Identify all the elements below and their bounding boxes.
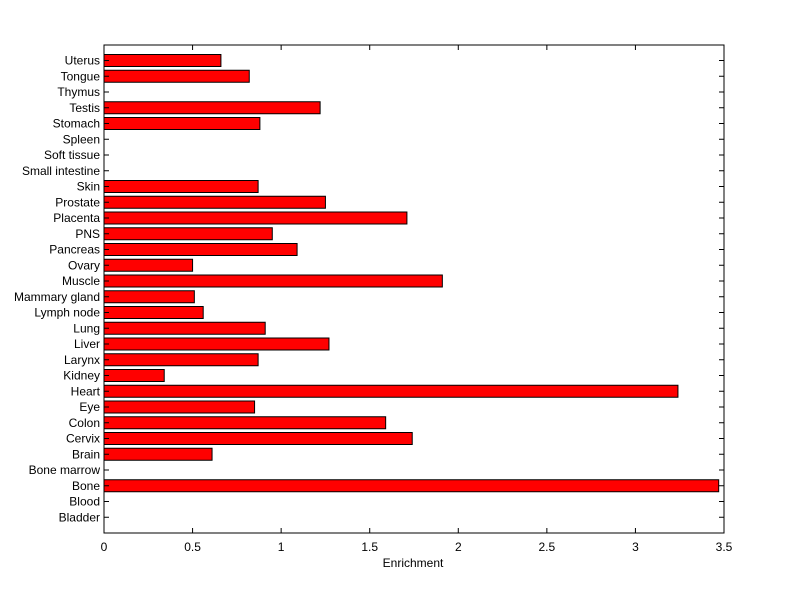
y-tick-label: Bone marrow: [29, 463, 101, 477]
bar: [103, 447, 213, 461]
y-tick-label: Eye: [79, 400, 100, 414]
y-tick-label: Lung: [73, 321, 100, 335]
bar: [103, 384, 679, 398]
bar: [103, 479, 720, 493]
y-tick-label: Pancreas: [49, 243, 100, 257]
y-tick-label: Colon: [69, 416, 100, 430]
bar: [103, 227, 273, 241]
x-tick-label: 3: [632, 540, 639, 554]
bar: [103, 306, 204, 319]
bar: [103, 369, 165, 382]
y-tick-label: Small intestine: [22, 164, 100, 178]
y-tick-label: Brain: [72, 447, 100, 461]
bar: [103, 290, 195, 304]
x-tick-label: 1.5: [361, 540, 378, 554]
x-tick-label: 3.5: [716, 540, 733, 554]
y-tick-label: Ovary: [68, 258, 100, 272]
x-tick-label: 1: [278, 540, 285, 554]
y-tick-label: Bone: [72, 479, 100, 493]
x-tick-label: 2: [455, 540, 462, 554]
x-axis-label: Enrichment: [383, 556, 444, 570]
bar: [103, 243, 298, 256]
bar: [103, 258, 194, 272]
y-tick-label: Cervix: [66, 432, 100, 446]
y-tick-label: Larynx: [64, 353, 100, 367]
y-tick-label: PNS: [75, 227, 100, 241]
y-tick-label: Lymph node: [34, 306, 100, 320]
y-tick-label: Liver: [74, 337, 100, 351]
bar: [103, 117, 261, 130]
bar: [103, 211, 408, 225]
y-tick-label: Heart: [71, 384, 101, 398]
x-tick-label: 2.5: [539, 540, 556, 554]
y-tick-label: Muscle: [62, 274, 100, 288]
bar: [103, 353, 259, 367]
y-tick-label: Tongue: [61, 69, 101, 83]
bar: [103, 432, 413, 445]
y-tick-label: Stomach: [53, 117, 100, 131]
y-tick-label: Blood: [69, 495, 100, 509]
bar: [103, 101, 321, 115]
bar: [103, 54, 222, 67]
bar: [103, 274, 443, 288]
x-ticks-group: 0 0.5 1 1.5 2 2.5 3 3.5: [101, 45, 733, 554]
bar: [103, 337, 330, 351]
x-tick-label: 0.5: [184, 540, 201, 554]
y-tick-label: Thymus: [57, 85, 100, 99]
bar: [103, 400, 256, 414]
y-tick-label: Spleen: [63, 132, 100, 146]
y-tick-label: Skin: [77, 180, 100, 194]
y-tick-label: Mammary gland: [14, 290, 100, 304]
y-tick-label: Uterus: [65, 54, 100, 68]
bar: [103, 321, 266, 335]
bar: [103, 180, 259, 193]
y-tick-label: Bladder: [59, 510, 100, 524]
bar: [103, 195, 326, 209]
plot-frame: [103, 44, 725, 534]
x-tick-label: 0: [101, 540, 108, 554]
y-tick-label: Placenta: [53, 211, 100, 225]
y-tick-label: Prostate: [55, 195, 100, 209]
y-tick-label: Kidney: [63, 369, 100, 383]
bar: [103, 69, 250, 83]
bar: [103, 416, 387, 430]
y-tick-label: Soft tissue: [44, 148, 100, 162]
y-tick-label: Testis: [69, 101, 100, 115]
